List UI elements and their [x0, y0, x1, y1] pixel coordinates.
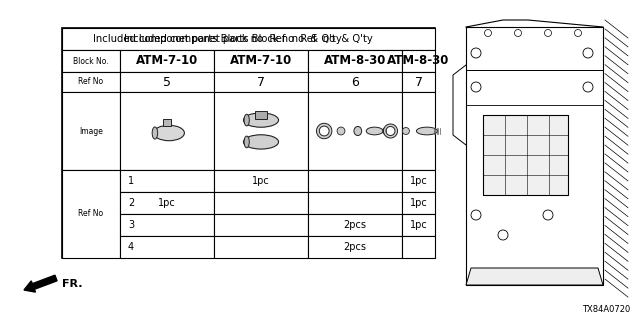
- Text: TX84A0720: TX84A0720: [582, 305, 630, 314]
- Text: ATM-8-30: ATM-8-30: [387, 54, 450, 68]
- Polygon shape: [466, 268, 603, 285]
- Circle shape: [498, 230, 508, 240]
- Bar: [214, 72, 308, 92]
- Text: 1pc: 1pc: [410, 176, 428, 186]
- Circle shape: [575, 29, 582, 36]
- Text: 2pcs: 2pcs: [344, 220, 367, 230]
- Bar: [120, 50, 214, 72]
- Text: 5: 5: [163, 76, 171, 89]
- Bar: [62, 50, 120, 72]
- Text: 1pc: 1pc: [252, 176, 270, 186]
- Bar: [120, 236, 214, 258]
- Circle shape: [471, 48, 481, 58]
- Circle shape: [583, 48, 593, 58]
- Circle shape: [545, 29, 552, 36]
- Ellipse shape: [354, 126, 362, 136]
- Bar: [62, 72, 120, 92]
- Bar: [308, 214, 402, 236]
- Bar: [308, 236, 402, 258]
- Bar: [214, 214, 308, 236]
- Bar: [402, 214, 435, 236]
- Bar: [308, 50, 402, 72]
- Circle shape: [403, 127, 410, 134]
- Bar: [402, 92, 435, 170]
- Text: 2pcs: 2pcs: [344, 242, 367, 252]
- Ellipse shape: [383, 128, 386, 134]
- Bar: [62, 170, 120, 258]
- Text: 1pc: 1pc: [158, 198, 176, 208]
- Bar: [308, 192, 402, 214]
- Text: ATM-7-10: ATM-7-10: [230, 54, 292, 68]
- Text: ATM-7-10: ATM-7-10: [136, 54, 198, 68]
- Bar: [214, 50, 308, 72]
- Text: 2: 2: [128, 198, 134, 208]
- Bar: [214, 92, 308, 170]
- Circle shape: [583, 82, 593, 92]
- Text: Included componet parts Block no  Ref  no  & Q'ty: Included componet parts Block no Ref no …: [93, 34, 341, 44]
- Circle shape: [471, 210, 481, 220]
- Text: 1pc: 1pc: [410, 220, 428, 230]
- Bar: [308, 72, 402, 92]
- Ellipse shape: [244, 114, 250, 126]
- Ellipse shape: [152, 127, 157, 139]
- Circle shape: [543, 210, 553, 220]
- Bar: [308, 92, 402, 170]
- Bar: [448, 15, 633, 293]
- Bar: [402, 236, 435, 258]
- Ellipse shape: [243, 135, 278, 149]
- Bar: [308, 170, 402, 192]
- Bar: [120, 192, 214, 214]
- Text: 1pc: 1pc: [410, 198, 428, 208]
- Bar: [62, 28, 435, 258]
- Ellipse shape: [366, 127, 383, 135]
- Bar: [483, 115, 568, 195]
- Bar: [402, 50, 435, 72]
- Bar: [402, 170, 435, 192]
- Bar: [402, 72, 435, 92]
- Bar: [255, 111, 267, 118]
- Text: FR.: FR.: [62, 279, 83, 289]
- Text: 6: 6: [351, 76, 359, 89]
- Text: 7: 7: [257, 76, 265, 89]
- Text: 4: 4: [128, 242, 134, 252]
- Text: 3: 3: [128, 220, 134, 230]
- FancyArrow shape: [24, 275, 57, 292]
- Text: Block No.: Block No.: [73, 57, 109, 66]
- Circle shape: [515, 29, 522, 36]
- Text: 1: 1: [128, 176, 134, 186]
- Ellipse shape: [243, 113, 278, 127]
- Circle shape: [471, 82, 481, 92]
- Ellipse shape: [154, 125, 184, 141]
- Bar: [163, 119, 172, 125]
- Bar: [214, 170, 308, 192]
- Ellipse shape: [417, 127, 437, 135]
- Bar: [62, 92, 120, 170]
- Text: Ref No: Ref No: [79, 210, 104, 219]
- Bar: [120, 214, 214, 236]
- Bar: [120, 72, 214, 92]
- Circle shape: [337, 127, 345, 135]
- Text: 7: 7: [415, 76, 422, 89]
- Bar: [120, 170, 214, 192]
- Bar: [402, 192, 435, 214]
- Text: ATM-8-30: ATM-8-30: [324, 54, 386, 68]
- Text: Included componet parts Block no  Ref  no  & Q'ty: Included componet parts Block no Ref no …: [124, 34, 373, 44]
- Text: Ref No: Ref No: [79, 77, 104, 86]
- Text: Image: Image: [79, 126, 103, 135]
- Bar: [120, 92, 214, 170]
- Bar: [214, 192, 308, 214]
- Circle shape: [484, 29, 492, 36]
- Ellipse shape: [244, 136, 250, 148]
- Bar: [214, 236, 308, 258]
- Bar: [62, 28, 435, 50]
